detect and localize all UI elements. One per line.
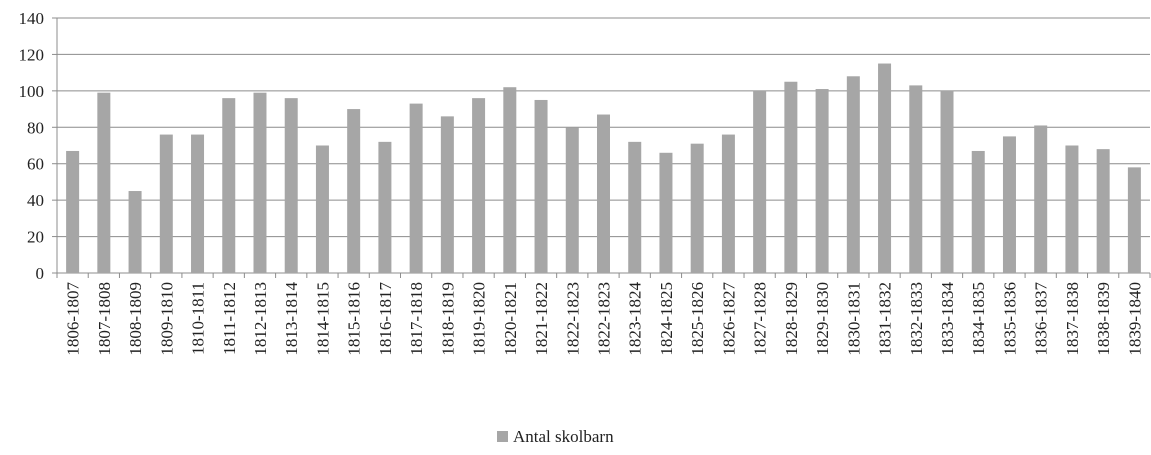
x-tick-label: 1814-1815	[313, 282, 332, 356]
bar	[440, 116, 454, 273]
x-tick-label: 1807-1808	[95, 282, 114, 356]
bar	[628, 141, 642, 273]
bar	[347, 109, 361, 273]
bar	[1002, 136, 1016, 273]
y-tick-label: 20	[27, 228, 44, 247]
bar	[253, 92, 267, 273]
bar	[1127, 167, 1141, 273]
y-tick-label: 140	[19, 9, 45, 28]
x-tick-label: 1836-1837	[1032, 282, 1051, 356]
bars	[66, 63, 1141, 274]
x-tick-label: 1835-1836	[1000, 282, 1019, 356]
x-tick-label: 1812-1813	[251, 282, 270, 356]
y-tick-label: 60	[27, 155, 44, 174]
x-tick-label: 1821-1822	[532, 282, 551, 356]
x-tick-labels: 1806-1807 1807-1808 1808-1809 1809-1810 1810…	[64, 282, 1145, 356]
x-tick-label: 1822-1823	[563, 282, 582, 356]
bar	[971, 150, 985, 273]
legend: Antal skolbarn	[497, 427, 614, 446]
bar	[1096, 149, 1110, 273]
bar	[659, 152, 673, 273]
bar	[409, 103, 423, 273]
x-tick-label: 1822-1823	[595, 282, 614, 356]
x-tick-label: 1837-1838	[1063, 282, 1082, 356]
x-tick-label: 1827-1828	[751, 282, 770, 356]
x-tick-label: 1820-1821	[501, 282, 520, 356]
x-tick-label: 1818-1819	[438, 282, 457, 356]
bar	[940, 90, 954, 273]
x-tick-label: 1829-1830	[813, 282, 832, 356]
legend-label: Antal skolbarn	[513, 427, 614, 446]
x-tick-label: 1815-1816	[345, 282, 364, 356]
bar	[128, 191, 142, 273]
bar	[721, 134, 735, 273]
x-tick-label: 1811-1812	[220, 282, 239, 355]
bar	[1034, 125, 1048, 273]
y-tick-label: 40	[27, 191, 44, 210]
bar	[846, 76, 860, 274]
x-tick-label: 1816-1817	[376, 282, 395, 356]
x-tick-label: 1830-1831	[844, 282, 863, 356]
x-tick-label: 1834-1835	[969, 282, 988, 356]
bar	[534, 99, 548, 273]
bar	[284, 98, 298, 274]
y-tick-label: 100	[19, 82, 45, 101]
x-tick-label: 1839-1840	[1125, 282, 1144, 356]
x-tick-label: 1810-1811	[189, 282, 208, 355]
bar	[565, 127, 579, 274]
x-tick-label: 1823-1824	[626, 282, 645, 356]
x-tick-label: 1819-1820	[470, 282, 489, 356]
bar	[690, 143, 704, 273]
bar	[159, 134, 173, 273]
x-tick-label: 1828-1829	[782, 282, 801, 356]
x-tick-label: 1825-1826	[688, 282, 707, 356]
x-tick-label: 1817-1818	[407, 282, 426, 356]
bar	[815, 89, 829, 274]
x-tick-label: 1809-1810	[157, 282, 176, 356]
axes	[52, 17, 1151, 278]
bar	[315, 145, 329, 273]
bar	[66, 150, 80, 273]
bar	[1065, 145, 1079, 273]
bar	[784, 81, 798, 273]
x-tick-label: 1824-1825	[657, 282, 676, 356]
y-tick-label: 0	[36, 264, 45, 283]
x-tick-label: 1833-1834	[938, 282, 957, 356]
x-tick-label: 1838-1839	[1094, 282, 1113, 356]
x-tick-label: 1806-1807	[64, 282, 83, 356]
y-tick-label: 120	[19, 45, 45, 64]
bar	[503, 87, 517, 273]
bar	[597, 114, 610, 274]
y-tick-label: 80	[27, 118, 44, 137]
bar	[97, 92, 111, 273]
legend-swatch	[497, 431, 508, 442]
x-tick-label: 1826-1827	[719, 282, 738, 356]
x-tick-label: 1808-1809	[126, 282, 145, 356]
bar	[472, 98, 486, 274]
bar	[878, 63, 892, 274]
x-tick-label: 1832-1833	[907, 282, 926, 356]
y-tick-labels: 0 20 40 60 80 100 120 140	[19, 9, 45, 283]
bar	[191, 134, 205, 273]
x-tick-label: 1831-1832	[876, 282, 895, 356]
bar	[909, 85, 923, 274]
x-tick-label: 1813-1814	[282, 282, 301, 356]
bar	[378, 141, 392, 273]
bar	[222, 98, 236, 274]
bar	[753, 90, 767, 273]
